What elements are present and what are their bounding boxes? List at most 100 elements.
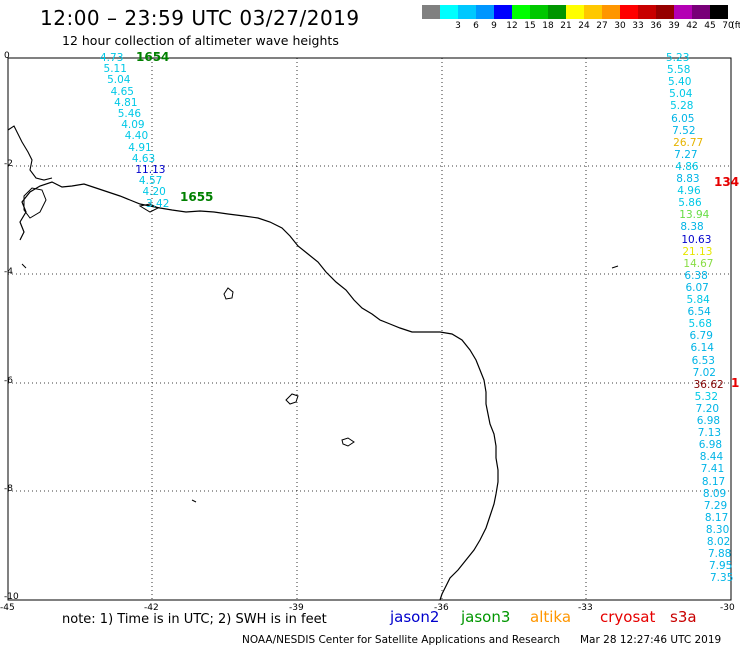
wave-height-value: 5.40: [668, 76, 692, 89]
wave-height-value: 5.11: [103, 63, 127, 76]
legend-label: 18: [542, 21, 554, 31]
wave-height-value: 4.86: [675, 160, 699, 173]
wave-height-value: 5.68: [688, 318, 712, 331]
legend-label: 6: [473, 21, 479, 31]
legend-unit: (ft): [731, 21, 740, 31]
wave-height-value: 36.62: [693, 378, 724, 391]
chart-subtitle: 12 hour collection of altimeter wave hei…: [62, 33, 339, 48]
grid-lines: [8, 58, 731, 600]
credit-line: NOAA/NESDIS Center for Satellite Applica…: [242, 634, 560, 646]
y-tick-label: -8: [4, 484, 13, 494]
x-tick-label: -30: [720, 603, 735, 613]
wave-height-value: 8.38: [680, 221, 704, 234]
wave-height-value: 6.54: [687, 306, 711, 319]
wave-height-value: 4.63: [131, 152, 156, 165]
wave-height-value: 26.77: [673, 136, 704, 149]
wave-height-value: 7.20: [695, 402, 720, 415]
legend-swatch: [656, 5, 674, 19]
legend-swatch: [494, 5, 512, 19]
legend-label: 12: [506, 21, 518, 31]
island: [21, 263, 27, 269]
wave-height-value: 11.13: [135, 164, 166, 176]
island: [191, 499, 197, 503]
wave-height-value: 5.28: [670, 100, 694, 113]
wave-height-value: 4.96: [677, 185, 701, 198]
island: [223, 287, 234, 300]
legend-label: 30: [614, 21, 626, 31]
wave-height-value: 6.98: [698, 439, 723, 452]
legend-swatch: [548, 5, 566, 19]
wave-height-value: 5.04: [669, 88, 693, 101]
x-tick-label: -39: [289, 603, 304, 613]
island: [611, 265, 619, 269]
generated-timestamp: Mar 28 12:27:46 UTC 2019: [580, 634, 722, 646]
legend-swatch: [458, 5, 476, 19]
legend-label: 36: [650, 21, 662, 31]
wave-height-value: 6.53: [691, 354, 715, 367]
wave-height-value: 7.29: [703, 499, 728, 512]
legend-label: 3: [455, 21, 461, 31]
wave-height-value: 3.42: [146, 197, 170, 210]
wave-height-value: 6.14: [690, 342, 714, 355]
wave-height-value: 4.73: [100, 52, 124, 64]
legend-label: 70: [722, 21, 734, 31]
wave-height-value: 7.41: [700, 463, 725, 476]
track-end-time: 1655: [180, 190, 214, 204]
y-tick-label: -6: [4, 376, 13, 386]
east-track-time-1: 134: [714, 175, 740, 189]
wave-height-value: 4.81: [114, 96, 138, 109]
x-tick-label: -36: [434, 603, 449, 613]
y-tick-label: -4: [4, 267, 13, 277]
coastline-fragment: [7, 125, 53, 181]
legend-swatch: [440, 5, 458, 19]
wave-height-value: 7.35: [710, 572, 734, 585]
wave-height-value: 4.57: [138, 175, 163, 188]
wave-height-value: 8.09: [702, 487, 727, 500]
wave-height-value: 7.95: [708, 560, 733, 573]
legend-label: 27: [596, 21, 608, 31]
legend-label: 45: [704, 21, 716, 31]
y-tick-label: -10: [4, 592, 19, 602]
island: [138, 203, 160, 213]
wave-height-value: 7.52: [672, 124, 696, 137]
wave-height-value: 4.65: [110, 85, 134, 98]
legend-label: 21: [560, 21, 572, 31]
wave-height-value: 5.32: [694, 390, 719, 403]
track-start-time: 1654: [136, 50, 170, 64]
wave-height-value: 5.58: [667, 64, 691, 77]
wave-height-value: 6.07: [685, 281, 709, 294]
legend-swatch: [620, 5, 638, 19]
legend-label: 9: [491, 21, 497, 31]
legend-swatch: [584, 5, 602, 19]
wave-height-value: 8.44: [699, 451, 724, 464]
footer-note: note: 1) Time is in UTC; 2) SWH is in fe…: [62, 612, 327, 627]
wave-height-value: 4.20: [142, 186, 166, 199]
wave-height-value: 8.30: [705, 523, 730, 536]
x-tick-label: -33: [578, 603, 593, 613]
x-tick-label: -45: [0, 603, 15, 613]
east-track-time-2: 1: [731, 376, 740, 390]
wave-height-value: 4.09: [121, 119, 145, 132]
wave-height-value: 8.02: [706, 536, 731, 548]
legend-label: 15: [524, 21, 536, 31]
map-frame: [7, 57, 732, 601]
island: [285, 393, 299, 405]
legend-swatch: [476, 5, 494, 19]
island-marajo: [23, 187, 47, 219]
wave-height-value: 6.05: [671, 112, 695, 125]
legend-label: 42: [686, 21, 698, 31]
legend-swatch: [674, 5, 692, 19]
wave-height-value: 10.63: [681, 233, 712, 246]
x-tick-label: -42: [144, 603, 159, 613]
legend-swatch: [566, 5, 584, 19]
legend-swatch: [638, 5, 656, 19]
legend-swatch: [422, 5, 440, 19]
y-tick-label: -2: [4, 159, 13, 169]
wave-height-value: 21.13: [682, 245, 713, 258]
wave-height-value: 4.91: [128, 141, 152, 154]
legend-label: 24: [578, 21, 590, 31]
coastline: [19, 181, 499, 601]
wave-height-value: 6.98: [696, 415, 721, 427]
